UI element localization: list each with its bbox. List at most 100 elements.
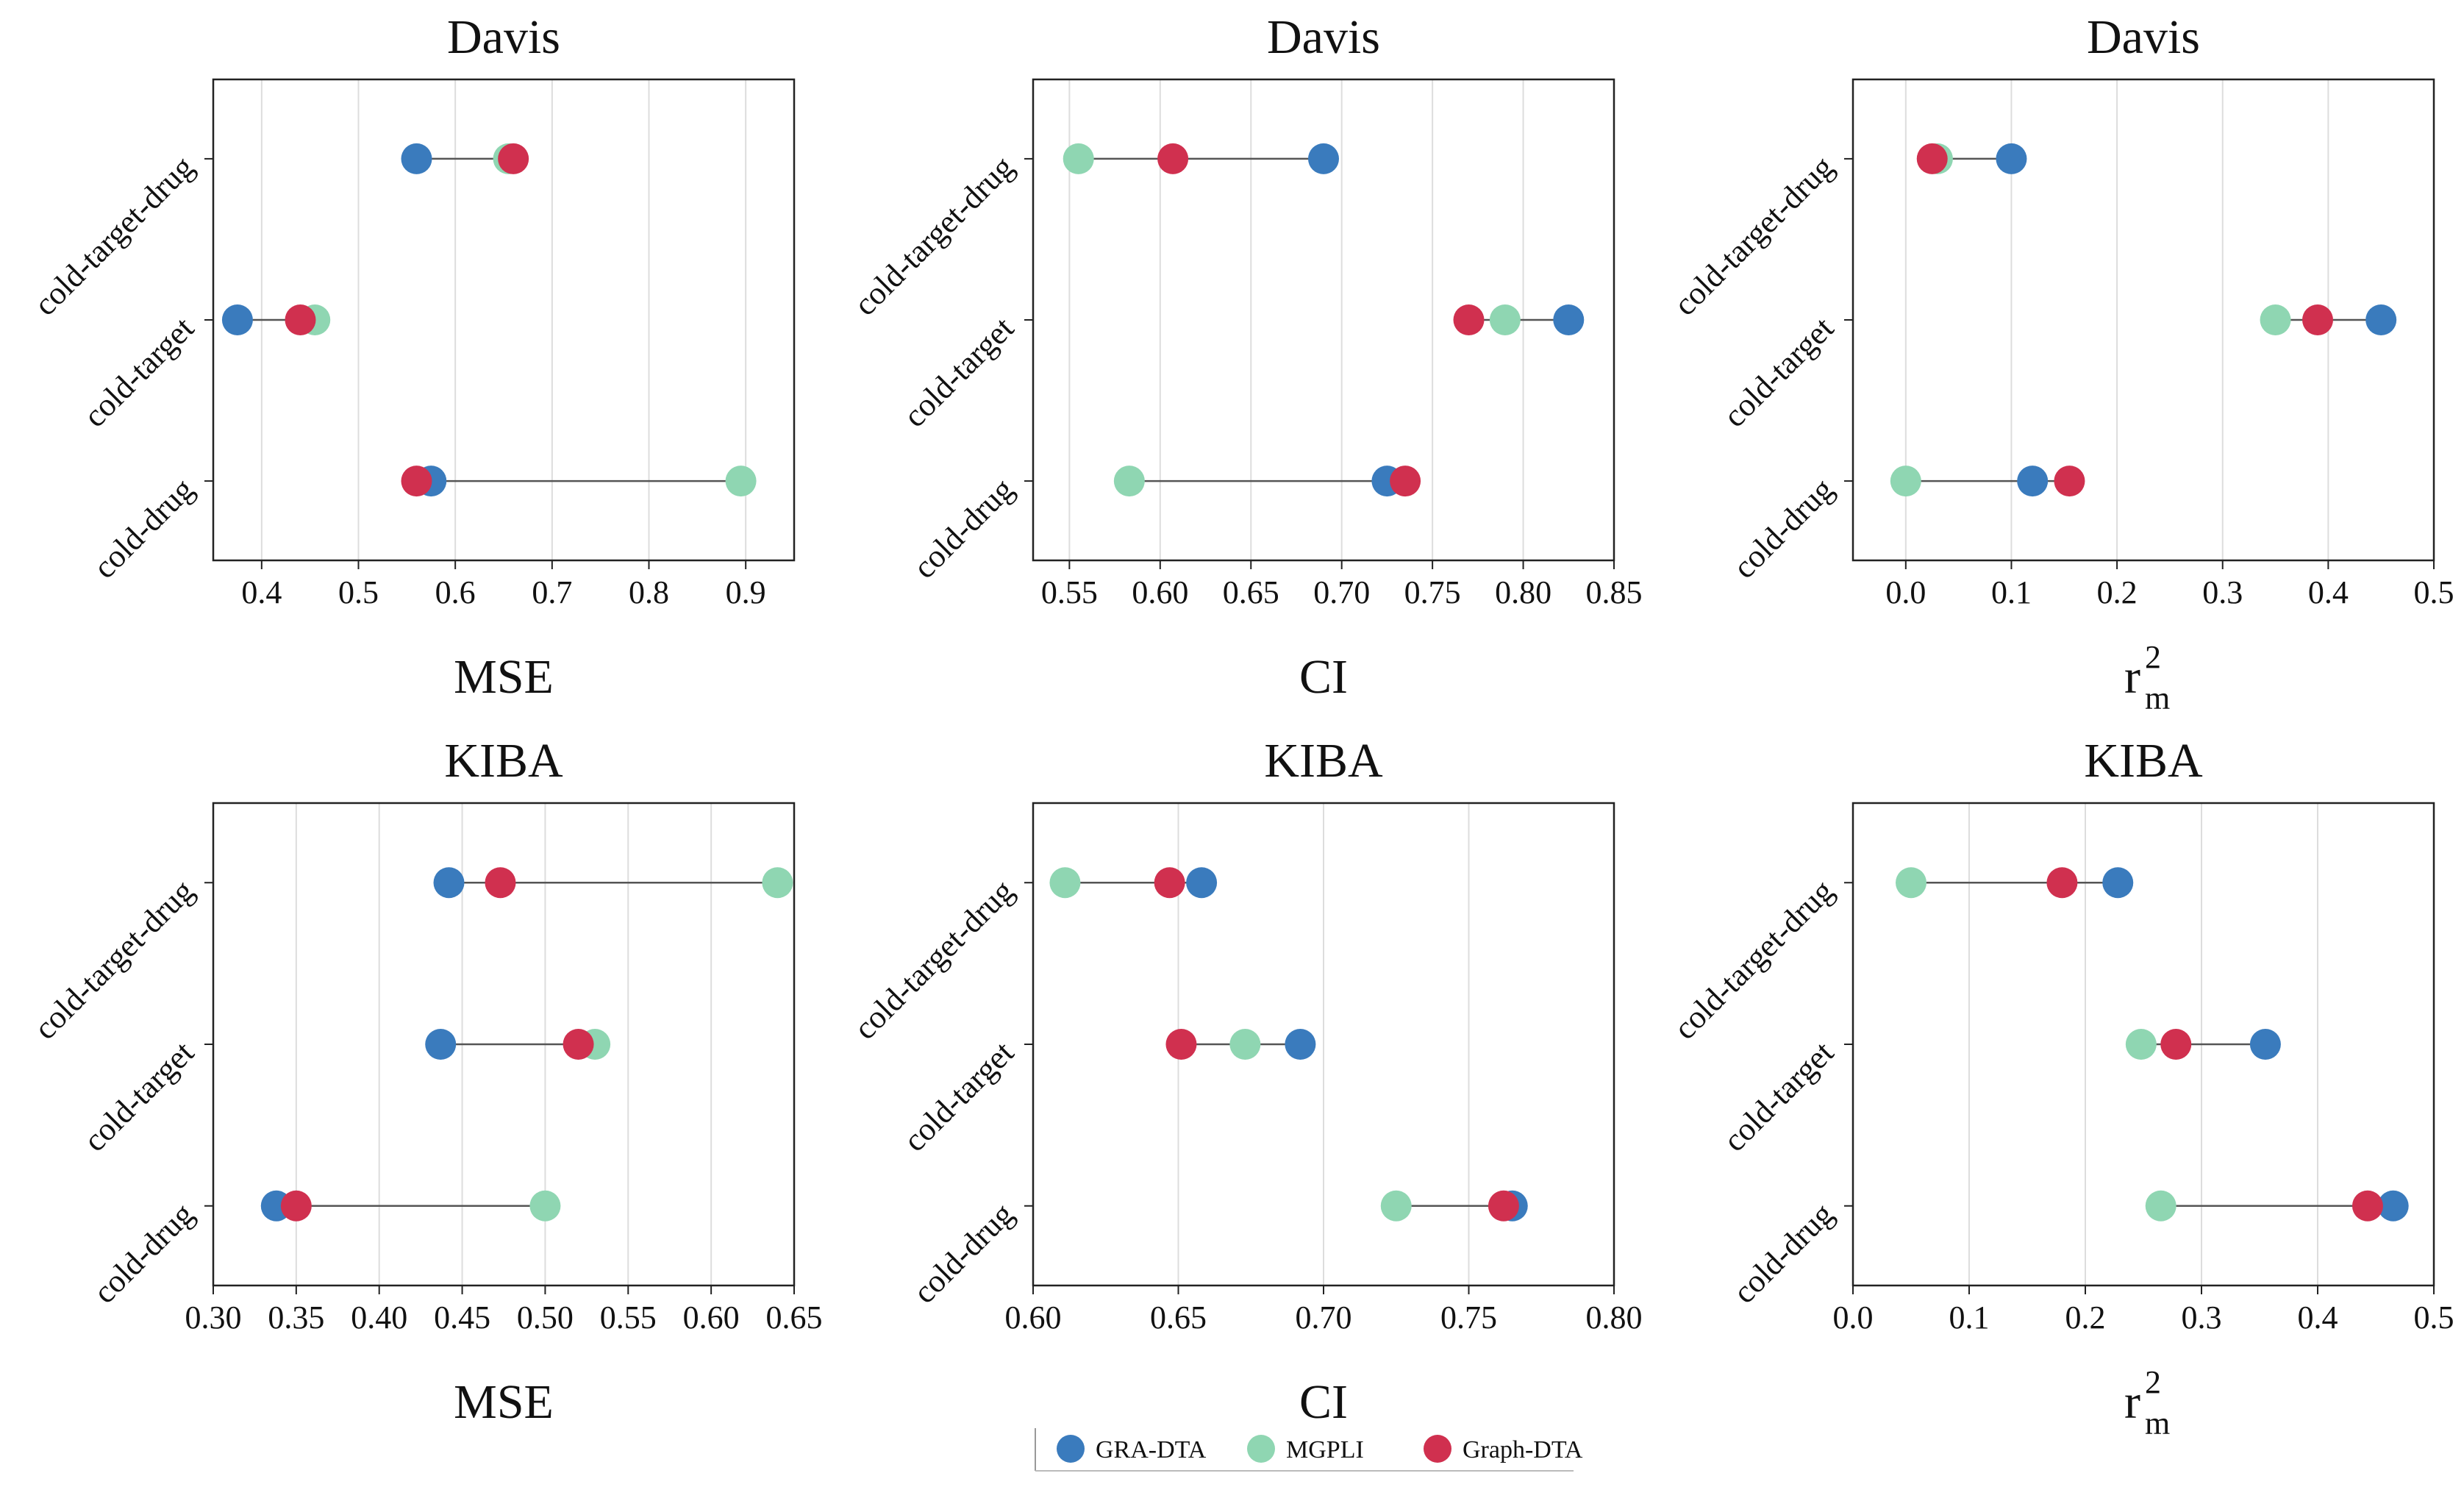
x-tick-label: 0.45 — [434, 1299, 490, 1336]
x-tick-label: 0.85 — [1586, 574, 1643, 610]
legend-label: GRA-DTA — [1096, 1436, 1207, 1463]
x-tick-label: 0.5 — [2414, 574, 2454, 610]
x-axis-label: MSE — [454, 650, 554, 704]
point-mgpli — [1063, 143, 1094, 174]
point-graph-dta — [1154, 867, 1185, 899]
x-tick-label: 0.65 — [766, 1299, 823, 1336]
x-axis-label-subscript: m — [2145, 680, 2170, 716]
point-gra-dta — [1996, 143, 2027, 174]
point-mgpli — [1380, 1190, 1412, 1222]
x-tick-label: 0.1 — [1991, 574, 2032, 610]
point-gra-dta — [2365, 304, 2397, 335]
x-tick-label: 0.3 — [2202, 574, 2243, 610]
point-graph-dta — [2054, 466, 2085, 497]
x-tick-label: 0.55 — [600, 1299, 657, 1336]
point-gra-dta — [425, 1029, 457, 1060]
point-mgpli — [1049, 867, 1081, 899]
point-graph-dta — [498, 143, 529, 174]
point-gra-dta — [2017, 466, 2049, 497]
point-gra-dta — [2249, 1029, 2281, 1060]
x-tick-label: 0.75 — [1404, 574, 1461, 610]
x-axis-label-subscript: m — [2145, 1405, 2170, 1441]
point-graph-dta — [2302, 304, 2333, 335]
point-graph-dta — [1916, 143, 1948, 174]
point-graph-dta — [2351, 1190, 2383, 1222]
category-label: cold-target-drug — [1667, 149, 1840, 322]
category-label: cold-target-drug — [1667, 873, 1840, 1046]
x-axis-label: r — [2124, 1375, 2140, 1429]
point-graph-dta — [1390, 466, 1421, 497]
x-tick-label: 0.7 — [532, 574, 572, 610]
point-mgpli — [762, 867, 793, 899]
point-graph-dta — [285, 304, 316, 335]
category-label: cold-drug — [1726, 471, 1840, 586]
x-tick-label: 0.60 — [1005, 1299, 1062, 1336]
point-graph-dta — [1165, 1029, 1197, 1060]
panel-4: 0.30 0.35 0.40 0.45 0.50 0.55 0.60 0.65 KIBA MSE c… — [27, 734, 823, 1429]
x-tick-label: 0.0 — [1833, 1299, 1874, 1336]
legend-label: Graph-DTA — [1463, 1436, 1583, 1463]
category-label: cold-target — [1716, 310, 1840, 434]
panel-5: 0.60 0.65 0.70 0.75 0.80 KIBA CI cold-target-dr… — [847, 734, 1643, 1429]
legend-marker — [1057, 1435, 1085, 1463]
x-tick-label: 0.70 — [1313, 574, 1370, 610]
category-label: cold-target — [896, 310, 1021, 434]
x-tick-label: 0.2 — [2065, 1299, 2106, 1336]
x-axis-label: CI — [1299, 650, 1348, 704]
x-tick-label: 0.6 — [435, 574, 476, 610]
x-tick-label: 0.80 — [1586, 1299, 1643, 1336]
panel-3: 0.0 0.1 0.2 0.3 0.4 0.5 Davis r 2 m cold-target-dr… — [1667, 10, 2454, 716]
x-tick-label: 0.65 — [1150, 1299, 1207, 1336]
point-graph-dta — [1488, 1190, 1519, 1222]
point-graph-dta — [1157, 143, 1189, 174]
point-gra-dta — [433, 867, 465, 899]
x-tick-label: 0.4 — [2308, 574, 2349, 610]
point-mgpli — [1890, 466, 1921, 497]
point-mgpli — [529, 1190, 561, 1222]
category-label: cold-drug — [906, 1196, 1021, 1311]
point-gra-dta — [1553, 304, 1585, 335]
x-tick-label: 0.30 — [185, 1299, 242, 1336]
panel-title: Davis — [1267, 10, 1380, 64]
point-gra-dta — [401, 143, 432, 174]
x-tick-label: 0.60 — [1132, 574, 1188, 610]
point-mgpli — [1229, 1029, 1261, 1060]
x-tick-label: 0.5 — [2414, 1299, 2454, 1336]
x-axis-label-superscript: 2 — [2145, 1364, 2161, 1400]
x-tick-label: 0.55 — [1041, 574, 1098, 610]
point-graph-dta — [401, 466, 432, 497]
x-tick-label: 0.80 — [1495, 574, 1551, 610]
legend-marker — [1247, 1435, 1275, 1463]
x-tick-label: 0.70 — [1296, 1299, 1352, 1336]
point-mgpli — [1113, 466, 1145, 497]
x-tick-label: 0.8 — [629, 574, 669, 610]
category-label: cold-target — [896, 1034, 1021, 1158]
point-gra-dta — [1285, 1029, 1316, 1060]
point-mgpli — [2145, 1190, 2176, 1222]
point-mgpli — [725, 466, 757, 497]
category-label: cold-drug — [1726, 1196, 1840, 1311]
point-gra-dta — [2102, 867, 2134, 899]
point-graph-dta — [1453, 304, 1485, 335]
x-tick-label: 0.65 — [1223, 574, 1279, 610]
x-tick-label: 0.60 — [683, 1299, 740, 1336]
x-tick-label: 0.0 — [1885, 574, 1926, 610]
category-label: cold-target — [76, 310, 201, 434]
point-gra-dta — [1186, 867, 1218, 899]
category-label: cold-drug — [86, 1196, 201, 1311]
x-tick-label: 0.40 — [351, 1299, 407, 1336]
x-axis-label: CI — [1299, 1375, 1348, 1429]
panel-6: 0.0 0.1 0.2 0.3 0.4 0.5 KIBA r 2 m cold-target-dru… — [1667, 734, 2454, 1441]
category-label: cold-target-drug — [847, 873, 1021, 1046]
point-gra-dta — [2377, 1190, 2409, 1222]
x-tick-label: 0.1 — [1949, 1299, 1990, 1336]
point-graph-dta — [280, 1190, 312, 1222]
point-gra-dta — [221, 304, 253, 335]
panel-title: KIBA — [2084, 734, 2203, 788]
panel-title: Davis — [2087, 10, 2200, 64]
x-tick-label: 0.4 — [241, 574, 282, 610]
point-gra-dta — [1308, 143, 1339, 174]
category-label: cold-target — [1716, 1034, 1840, 1158]
panel-title: KIBA — [444, 734, 563, 788]
